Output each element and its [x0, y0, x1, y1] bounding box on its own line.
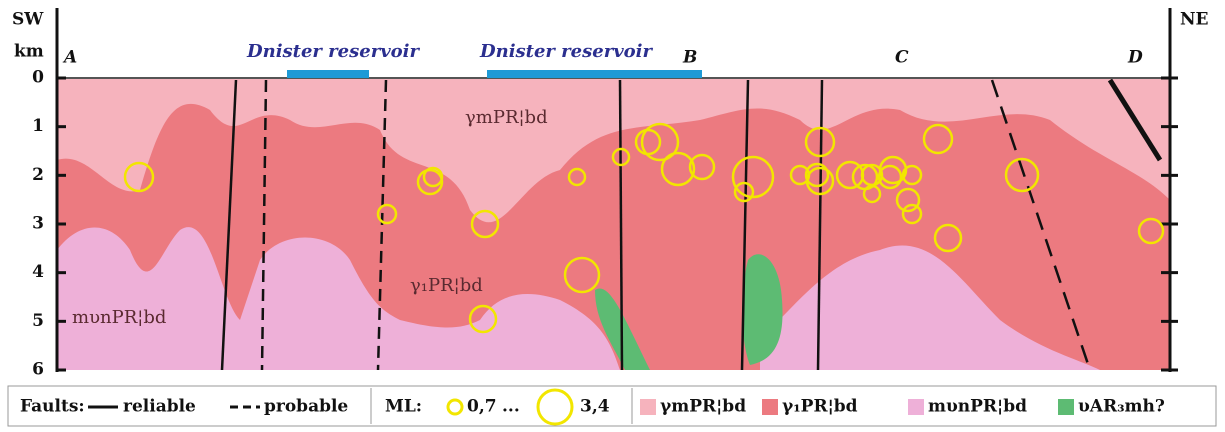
- legend-text: 3,4: [580, 397, 610, 417]
- legend-text: υAR₃mh?: [1078, 397, 1165, 417]
- depth-tick-label: 4: [32, 262, 44, 282]
- legend-swatch: [762, 399, 778, 415]
- label-sw: SW: [12, 10, 44, 30]
- legend-text: mυnPR¦bd: [928, 397, 1027, 417]
- legend-swatch: [640, 399, 656, 415]
- reservoir-bar: [287, 70, 369, 78]
- depth-tick-label: 0: [32, 68, 44, 88]
- depth-tick-label: 6: [32, 360, 44, 380]
- legend-swatch: [908, 399, 924, 415]
- legend-text: probable: [264, 397, 348, 417]
- depth-tick-label: 3: [32, 214, 44, 234]
- legend-text: Faults:: [20, 397, 85, 417]
- point-label: C: [895, 48, 909, 68]
- label-ne: NE: [1180, 10, 1209, 30]
- reservoir-bar: [487, 70, 702, 78]
- unit-label: γ₁PR¦bd: [410, 275, 483, 296]
- reservoir-label: Dnister reservoir: [479, 41, 653, 62]
- legend-text: 0,7: [467, 397, 497, 417]
- point-label: A: [62, 48, 77, 68]
- legend-text: ...: [502, 397, 520, 417]
- point-label: B: [682, 48, 697, 68]
- unit-label: γmPR¦bd: [465, 107, 548, 128]
- legend-text: γmPR¦bd: [660, 397, 746, 417]
- label-km: km: [14, 42, 44, 62]
- depth-tick-label: 5: [32, 311, 44, 331]
- legend-text: reliable: [123, 397, 196, 417]
- unit-label: mυnPR¦bd: [72, 307, 166, 328]
- reservoir-label: Dnister reservoir: [246, 41, 420, 62]
- legend-swatch: [1058, 399, 1074, 415]
- section-diagram: SW NE km A B C D Dnister reservoir Dnist…: [0, 0, 1225, 432]
- point-label: D: [1127, 48, 1143, 68]
- depth-tick-label: 2: [32, 165, 44, 185]
- legend-text: ML:: [385, 397, 422, 417]
- depth-tick-label: 1: [32, 116, 44, 136]
- legend-text: γ₁PR¦bd: [782, 397, 858, 417]
